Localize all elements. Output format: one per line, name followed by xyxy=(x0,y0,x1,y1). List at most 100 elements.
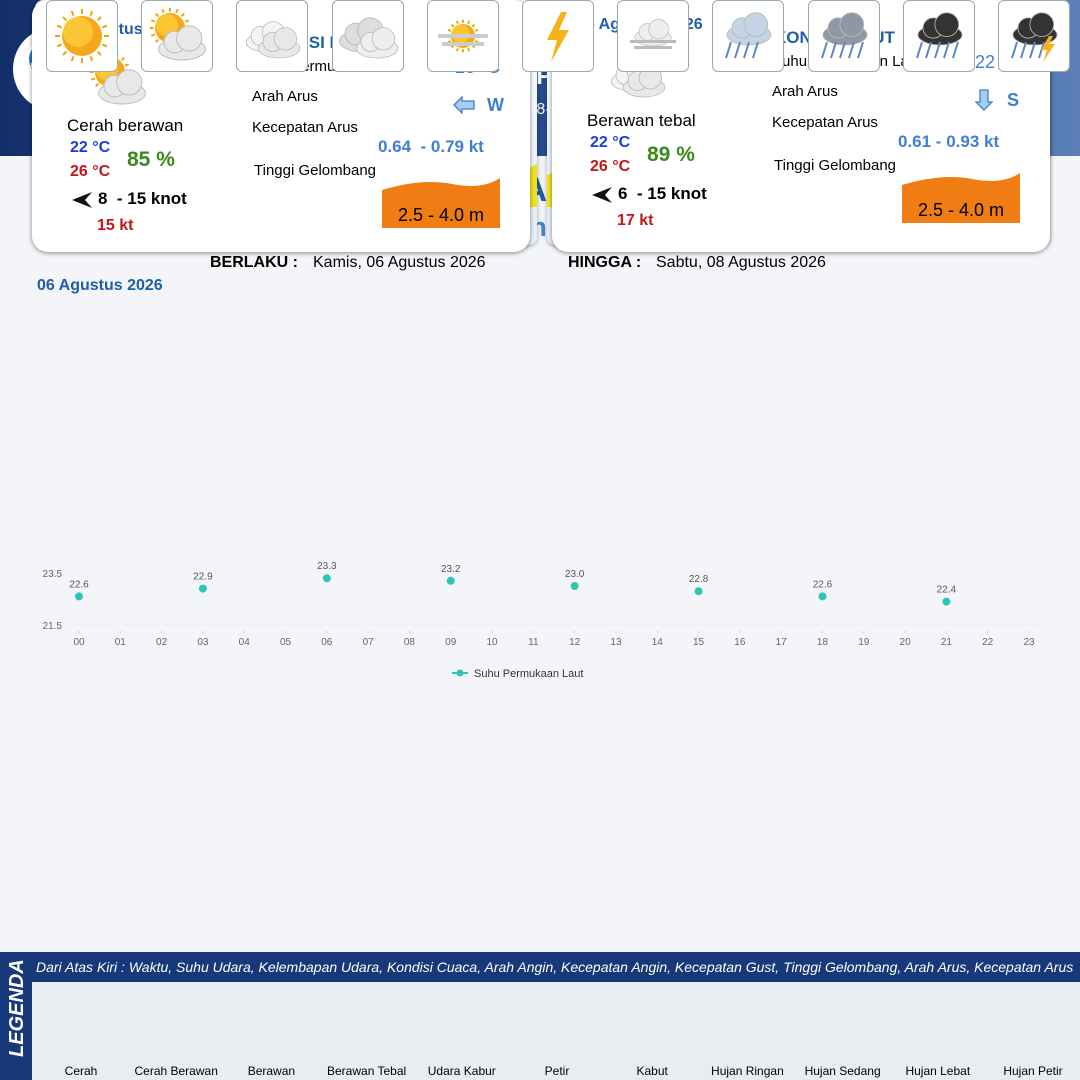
temp-min: 22 °C xyxy=(590,134,631,151)
icon-part xyxy=(933,41,941,59)
legend-item-label: Berawan xyxy=(247,1064,296,1078)
icon-part xyxy=(453,95,475,115)
icon-part xyxy=(96,50,102,56)
icon-part xyxy=(743,41,751,59)
current-arrow xyxy=(452,93,476,117)
icon-part xyxy=(63,17,93,47)
icon-part xyxy=(185,19,190,23)
icon-part xyxy=(90,77,96,81)
icon-part xyxy=(547,12,569,62)
x-tick-label: 08 xyxy=(404,637,416,648)
legend-marker xyxy=(456,669,464,677)
current-dir: S xyxy=(1007,90,1020,110)
legend-icon-box xyxy=(712,0,785,72)
icon-part xyxy=(1041,36,1055,62)
x-tick-label: 09 xyxy=(445,637,457,648)
icon-part xyxy=(116,69,143,96)
legend-icon xyxy=(142,6,212,66)
legend-icon-box xyxy=(522,0,594,72)
icon-part xyxy=(839,12,864,37)
legend-icon xyxy=(523,6,593,66)
data-point xyxy=(570,582,579,590)
wave-height: 2.5 - 4.0 m xyxy=(917,200,1005,220)
icon-part xyxy=(951,41,959,59)
icon-part xyxy=(474,28,479,32)
legend-icon xyxy=(999,6,1069,66)
icon-part xyxy=(1012,12,1058,46)
data-label: 22.6 xyxy=(813,579,833,590)
wind-range: 8 - 15 knot xyxy=(98,189,187,208)
x-tick-label: 11 xyxy=(528,637,539,648)
wave-shape xyxy=(902,173,1020,223)
legend-icon xyxy=(904,6,974,66)
icon-part xyxy=(181,12,186,18)
y-tick-label: 23.5 xyxy=(43,569,63,580)
icon-part xyxy=(838,41,846,59)
data-point xyxy=(322,574,331,583)
current-speed: 0.61 - 0.93 kt xyxy=(898,132,1000,151)
legend-icon-box xyxy=(236,0,309,72)
legend-icon xyxy=(47,6,117,66)
legend-icon-box xyxy=(141,0,214,72)
data-point xyxy=(198,584,207,593)
icon-part xyxy=(726,12,772,46)
icon-part xyxy=(743,12,769,37)
icon-part xyxy=(1029,41,1036,59)
data-label: 23.2 xyxy=(441,564,461,575)
icon-part xyxy=(455,20,459,25)
icon-part xyxy=(634,46,673,49)
data-label: 22.6 xyxy=(69,579,89,590)
wave-label: Tinggi Gelombang xyxy=(774,157,897,174)
icon-part xyxy=(158,25,207,61)
icon-part xyxy=(124,63,130,67)
condition: Berawan tebal xyxy=(587,111,696,130)
icon-part xyxy=(942,41,950,59)
icon-part xyxy=(974,89,994,111)
icon-part xyxy=(820,12,868,59)
y-tick-label: 21.5 xyxy=(43,621,63,632)
x-tick-label: 18 xyxy=(817,637,829,648)
x-tick-label: 03 xyxy=(197,637,209,648)
icon-part xyxy=(258,27,301,59)
icon-part xyxy=(1011,12,1058,62)
icon-part xyxy=(725,41,733,59)
wave-height: 2.5 - 4.0 m xyxy=(397,205,485,225)
icon-part xyxy=(72,192,92,208)
legend-icon-box xyxy=(46,0,118,72)
icon-part xyxy=(94,82,100,88)
temp-max: 26 °C xyxy=(70,163,111,180)
x-tick-label: 13 xyxy=(610,637,622,648)
wind-range: 6 - 15 knot xyxy=(618,184,707,203)
legend-bg xyxy=(32,982,1080,1080)
icon-part xyxy=(62,16,68,22)
legend-item-label: Kabut xyxy=(636,1064,668,1078)
icon-part xyxy=(355,27,398,59)
legend-item-label: Hujan Petir xyxy=(1003,1064,1063,1078)
legend-icon-box xyxy=(617,0,690,72)
data-point xyxy=(942,597,951,606)
icon-part xyxy=(89,10,94,17)
gust: 15 kt xyxy=(97,217,134,234)
x-tick-label: 16 xyxy=(734,637,746,648)
temp-min: 22 °C xyxy=(70,139,111,156)
icon-part xyxy=(829,41,837,59)
x-tick-label: 19 xyxy=(858,637,870,648)
legend-icon xyxy=(333,6,403,66)
icon-part xyxy=(974,89,994,111)
legend-icon xyxy=(713,6,783,66)
data-label: 23.3 xyxy=(317,561,337,572)
icon-part xyxy=(70,10,75,17)
icon-part xyxy=(101,24,108,29)
icon-part xyxy=(622,66,666,98)
icon-part xyxy=(338,17,398,59)
legend-icon xyxy=(618,6,688,66)
icon-part xyxy=(62,50,68,56)
icon-part xyxy=(155,12,160,18)
icon-part xyxy=(592,187,612,203)
icon-part xyxy=(451,24,470,43)
legend-item-label: Hujan Ringan xyxy=(711,1064,784,1078)
condition: Cerah berawan xyxy=(67,116,184,135)
icon-part xyxy=(734,41,742,59)
icon-part xyxy=(455,47,459,52)
humidity: 89 % xyxy=(647,143,695,166)
